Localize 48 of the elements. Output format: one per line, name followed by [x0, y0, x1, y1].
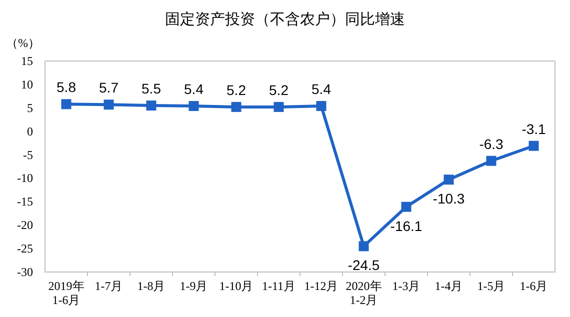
- chart-title: 固定资产投资（不含农户）同比增速: [165, 11, 405, 28]
- data-label: 5.2: [269, 82, 289, 98]
- y-tick-label: 5: [27, 100, 33, 115]
- point: [358, 241, 369, 252]
- y-tick-label: -20: [17, 218, 33, 232]
- x-tick-label: 2020年 1-2月: [346, 279, 382, 307]
- y-tick-label: -5: [23, 148, 33, 162]
- point: [444, 174, 454, 185]
- data-label: 5.4: [312, 81, 332, 98]
- point: [231, 102, 242, 112]
- x-tick-label: 1-8月: [137, 279, 166, 293]
- x-tick-label: 1-11月: [262, 279, 296, 293]
- x-tick-label: 1-5月: [477, 279, 506, 293]
- x-tick-label: 1-10月: [219, 279, 254, 293]
- x-tick-label: 1-12月: [304, 279, 338, 293]
- point: [274, 102, 284, 112]
- x-tick-label: 1-9月: [180, 279, 208, 293]
- data-label: 5.2: [226, 82, 246, 98]
- point: [528, 140, 539, 151]
- data-label: -6.3: [479, 136, 504, 152]
- x-tick-label: 1-4月: [434, 279, 463, 293]
- point: [146, 100, 156, 111]
- x-tick-label: 1-3月: [392, 279, 420, 293]
- x-tick-label: 1-6月: [520, 279, 548, 293]
- point: [486, 156, 496, 166]
- data-label: -16.1: [390, 218, 422, 234]
- x-tick-label: 1-7月: [94, 279, 123, 293]
- data-label: -10.3: [432, 190, 465, 207]
- point: [188, 101, 199, 112]
- y-tick-label: -30: [17, 265, 33, 279]
- y-axis-title: （%）: [6, 36, 40, 50]
- data-label: 5.4: [184, 81, 204, 98]
- data-label: 5.7: [99, 80, 119, 96]
- data-label: -24.5: [348, 257, 380, 274]
- point: [316, 101, 326, 112]
- y-tick-label: -10: [17, 171, 33, 186]
- data-label: 5.8: [56, 79, 76, 96]
- data-label: -3.1: [522, 120, 546, 137]
- y-tick-label: 10: [21, 77, 33, 92]
- point: [401, 202, 412, 212]
- y-tick-label: -15: [17, 194, 33, 209]
- y-tick-label: 0: [27, 124, 33, 138]
- point: [104, 100, 114, 110]
- y-tick-label: -25: [17, 242, 33, 256]
- x-tick-label: 2019年 1-6月: [48, 279, 84, 307]
- point: [61, 99, 72, 110]
- data-label: 5.5: [142, 80, 162, 97]
- y-tick-label: 15: [21, 54, 33, 68]
